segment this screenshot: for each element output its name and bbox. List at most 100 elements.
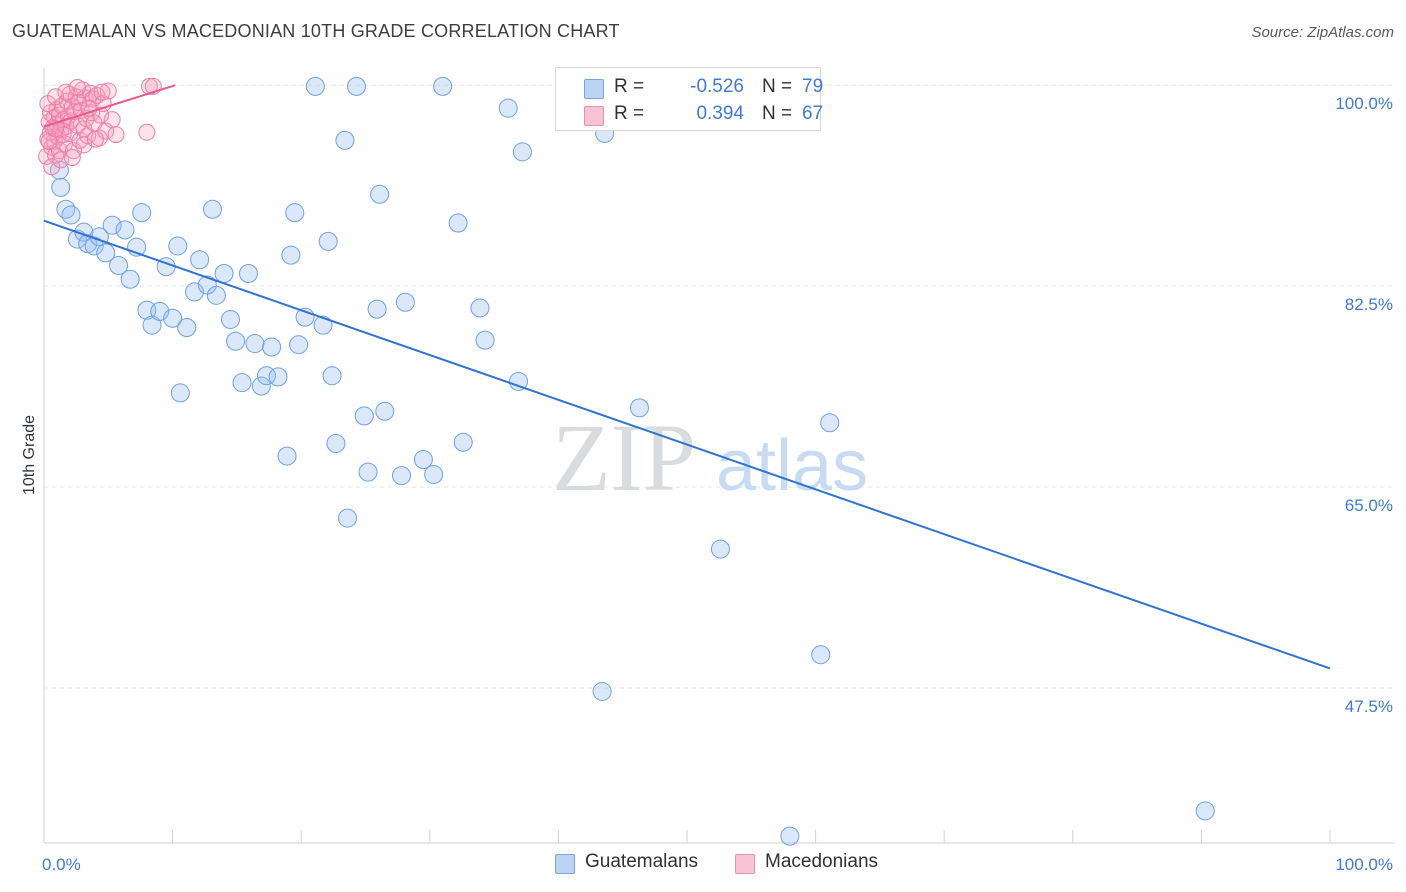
chart-source: Source: ZipAtlas.com (1251, 24, 1394, 41)
point-macedonians-59 (86, 130, 104, 148)
n-value-guatemalans: 79 (802, 76, 824, 97)
point-guatemalans-65 (475, 330, 495, 350)
point-guatemalans-12 (115, 220, 135, 240)
point-guatemalans-52 (354, 406, 374, 426)
watermark-atlas: atlas (716, 426, 868, 506)
point-macedonians-52 (47, 88, 65, 106)
series-macedonians (38, 77, 162, 176)
point-guatemalans-23 (177, 317, 197, 337)
point-guatemalans-53 (358, 462, 378, 482)
point-guatemalans-60 (424, 464, 444, 484)
point-macedonians-61 (107, 126, 125, 144)
point-guatemalans-72 (710, 539, 730, 559)
point-guatemalans-30 (220, 309, 240, 329)
point-guatemalans-76 (820, 413, 840, 433)
point-guatemalans-15 (132, 203, 152, 223)
x-tick-marks (172, 830, 1331, 843)
point-guatemalans-20 (163, 308, 183, 328)
point-guatemalans-48 (326, 433, 346, 453)
r-value-guatemalans: -0.526 (690, 76, 744, 97)
point-guatemalans-39 (277, 446, 297, 466)
point-guatemalans-77 (1195, 801, 1215, 821)
point-guatemalans-22 (170, 383, 190, 403)
x-tick-label-1: 100.0% (1335, 855, 1393, 874)
point-guatemalans-71 (629, 398, 649, 418)
point-guatemalans-25 (190, 250, 210, 270)
x-tick-label-0: 0.0% (42, 855, 81, 874)
point-guatemalans-44 (305, 76, 325, 96)
point-guatemalans-46 (318, 231, 338, 251)
point-guatemalans-40 (281, 245, 301, 265)
point-guatemalans-34 (245, 334, 265, 354)
point-guatemalans-9 (96, 243, 116, 263)
x-tick-labels: 0.0% 100.0% (42, 855, 1393, 874)
point-macedonians-51 (43, 158, 61, 176)
trendlines (43, 84, 1331, 670)
trendline-macedonians (43, 84, 176, 128)
r-value-macedonians: 0.394 (696, 103, 744, 124)
point-guatemalans-11 (109, 255, 129, 275)
point-guatemalans-28 (206, 285, 226, 305)
point-macedonians-56 (68, 79, 86, 97)
point-macedonians-55 (63, 149, 81, 167)
point-guatemalans-13 (120, 269, 140, 289)
point-guatemalans-66 (498, 98, 518, 118)
point-guatemalans-58 (395, 292, 415, 312)
point-macedonians-62 (138, 123, 156, 141)
legend-swatch-macedonians (735, 854, 755, 874)
point-guatemalans-21 (168, 236, 188, 256)
swatch-macedonians (584, 106, 604, 126)
legend-label-guatemalans: Guatemalans (585, 851, 699, 872)
n-value-macedonians: 67 (802, 103, 824, 124)
point-guatemalans-49 (335, 130, 355, 150)
n-label: N = (762, 76, 793, 97)
point-macedonians-49 (103, 111, 121, 129)
point-guatemalans-41 (285, 203, 305, 223)
point-guatemalans-51 (346, 76, 366, 96)
stats-legend: R = -0.526 N = 79 R = 0.394 N = 67 (555, 67, 824, 131)
r-label: R = (614, 76, 645, 97)
point-macedonians-60 (93, 83, 111, 101)
trendline-guatemalans (43, 219, 1331, 670)
point-guatemalans-67 (509, 371, 529, 391)
point-guatemalans-70 (592, 681, 612, 701)
point-guatemalans-45 (313, 315, 333, 335)
watermark-zip: ZIP (552, 404, 696, 511)
point-guatemalans-75 (811, 645, 831, 665)
point-guatemalans-56 (375, 401, 395, 421)
watermark: ZIP atlas (552, 404, 868, 511)
point-guatemalans-27 (202, 199, 222, 219)
legend-swatch-guatemalans (555, 854, 575, 874)
point-guatemalans-62 (448, 213, 468, 233)
point-macedonians-58 (80, 99, 98, 117)
point-guatemalans-29 (214, 264, 234, 284)
point-guatemalans-37 (262, 337, 282, 357)
point-macedonians-27 (65, 142, 83, 160)
point-guatemalans-31 (226, 331, 246, 351)
y-tick-label-1: 82.5% (1345, 295, 1393, 314)
point-guatemalans-59 (413, 450, 433, 470)
swatch-guatemalans (584, 79, 604, 99)
point-guatemalans-55 (370, 184, 390, 204)
r-label: R = (614, 103, 645, 124)
legend-label-macedonians: Macedonians (765, 851, 879, 872)
point-guatemalans-33 (238, 264, 258, 284)
y-tick-label-2: 65.0% (1345, 496, 1393, 515)
chart-title: GUATEMALAN VS MACEDONIAN 10TH GRADE CORR… (12, 21, 620, 41)
y-axis-label: 10th Grade (21, 415, 38, 495)
point-guatemalans-1 (51, 177, 71, 197)
point-guatemalans-32 (232, 373, 252, 393)
n-label: N = (762, 103, 793, 124)
point-guatemalans-61 (433, 76, 453, 96)
point-guatemalans-42 (289, 335, 309, 355)
y-tick-label-0: 100.0% (1335, 94, 1393, 113)
point-guatemalans-3 (61, 205, 81, 225)
point-guatemalans-50 (337, 508, 357, 528)
y-tick-label-3: 47.5% (1345, 697, 1393, 716)
point-guatemalans-35 (251, 376, 271, 396)
point-guatemalans-57 (392, 466, 412, 486)
axes (43, 68, 1394, 844)
y-tick-labels: 100.0% 82.5% 65.0% 47.5% (1335, 94, 1393, 716)
point-guatemalans-54 (367, 299, 387, 319)
